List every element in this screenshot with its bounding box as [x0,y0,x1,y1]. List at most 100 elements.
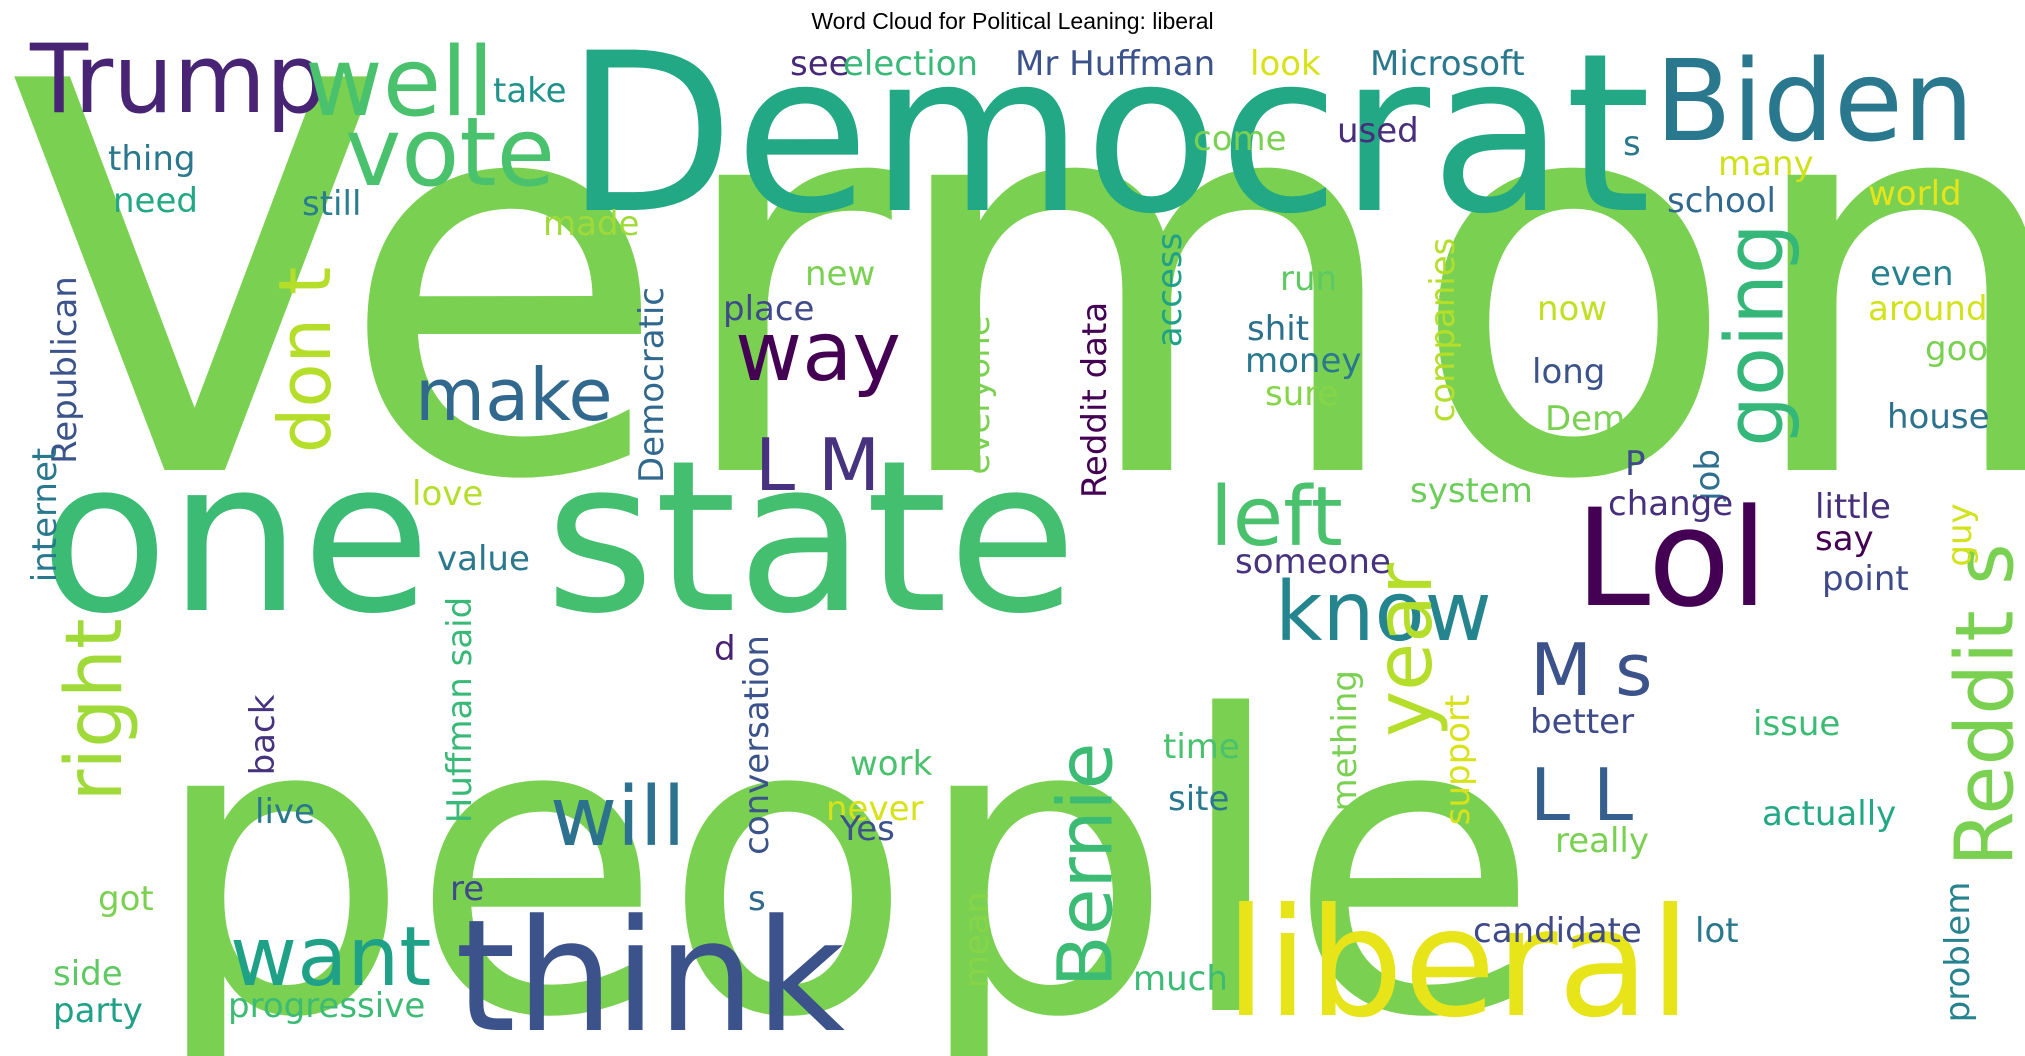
word-re: re [450,869,484,909]
word-never: never [826,789,924,829]
word-issue: issue [1753,704,1840,744]
word-candidate: candidate [1473,911,1642,951]
word-huffman-said: Huffman said [440,597,480,823]
word-world: world [1868,174,1962,214]
word-school: school [1667,181,1776,221]
word-s: s [1623,124,1641,164]
word-guy: guy [1940,503,1980,566]
word-left: left [1210,470,1343,565]
word-new: new [805,254,875,294]
word-going: going [1709,223,1802,446]
word-see: see [790,44,850,84]
word-good: good [1925,329,2010,369]
word-say: say [1815,519,1874,559]
word-thing: thing [108,139,195,179]
word-year: year [1360,562,1450,737]
word-lot: lot [1695,911,1739,951]
word-support: support [1438,695,1478,826]
word-used: used [1337,111,1419,151]
word-party: party [53,991,143,1031]
word-biden: Biden [1655,37,1974,167]
word-trump: Trump [29,25,326,135]
word-don-t: don t [263,267,347,454]
word-now: now [1537,289,1607,329]
word-way: way [735,305,901,400]
word-mean: mean [957,892,997,988]
word-want: want [230,910,431,1005]
word-run: run [1280,259,1337,299]
word-lol: Lol [1575,480,1768,637]
word-got: got [98,879,154,919]
word-think: think [455,886,845,1056]
word-live: live [255,792,315,832]
word-l-l: L L [1530,753,1633,837]
word-work: work [850,744,933,784]
word-progressive: progressive [228,986,425,1026]
word-everyone: everyone [958,315,998,474]
word-state: state [545,415,1077,660]
word-right: right [50,618,140,801]
word-liberal: liberal [1225,877,1691,1051]
word-back: back [243,694,283,775]
word-access: access [1150,233,1190,348]
word-value: value [437,539,530,579]
chart-title: Word Cloud for Political Leaning: libera… [811,8,1214,34]
word-little: little [1815,487,1891,527]
word-well: well [305,28,494,138]
word-l-m: L M [755,423,880,507]
word-need: need [113,181,198,221]
word-one: one [40,415,431,660]
word-someone: someone [1235,542,1391,582]
word-change: change [1608,484,1733,524]
word-microsoft: Microsoft [1370,44,1525,84]
word-people: people [150,629,1540,1056]
word-democrat: Democrat [565,6,1651,262]
word-will: will [550,770,685,865]
word-election: election [843,44,978,84]
word-even: even [1870,254,1954,294]
word-mr-huffman: Mr Huffman [1015,44,1215,84]
word-make: make [415,353,613,437]
word-yes: Yes [839,809,895,849]
word-love: love [412,474,483,514]
word-sure: sure [1265,374,1338,414]
word-shit: shit [1247,309,1309,349]
word-better: better [1530,702,1634,742]
word-vote: vote [345,98,555,208]
word-around: around [1868,289,1988,329]
word-internet: internet [25,448,65,582]
word-dem: Dem [1545,399,1625,439]
word-house: house [1887,397,1990,437]
word-republican: Republican [45,276,85,464]
word-m-s: M s [1530,628,1653,712]
word-take: take [493,71,567,111]
word-side: side [53,954,123,994]
word-look: look [1250,44,1321,84]
word-s: s [748,879,766,919]
word-reddit-s: Reddit s [1939,543,2025,866]
word-problem: problem [1938,882,1978,1023]
word-bernie: Bernie [1041,743,1130,988]
word-still: still [302,184,361,224]
word-d: d [714,629,736,669]
word-reddit-data: Reddit data [1075,302,1115,498]
word-money: money [1245,341,1362,381]
word-democratic: Democratic [632,287,672,483]
word-actually: actually [1762,794,1896,834]
word-place: place [723,289,814,329]
word-time: time [1163,727,1240,767]
word-come: come [1193,119,1287,159]
word-site: site [1168,779,1229,819]
word-system: system [1410,471,1533,511]
word-something: something [1325,670,1365,850]
word-vermont: Vermont [10,0,2025,598]
word-point: point [1822,559,1909,599]
word-job: job [1688,449,1728,502]
word-made: made [543,204,639,244]
word-much: much [1133,959,1228,999]
word-conversation: conversation [737,635,777,855]
word-companies: companies [1423,238,1463,423]
word-long: long [1532,352,1605,392]
word-many: many [1718,144,1814,184]
